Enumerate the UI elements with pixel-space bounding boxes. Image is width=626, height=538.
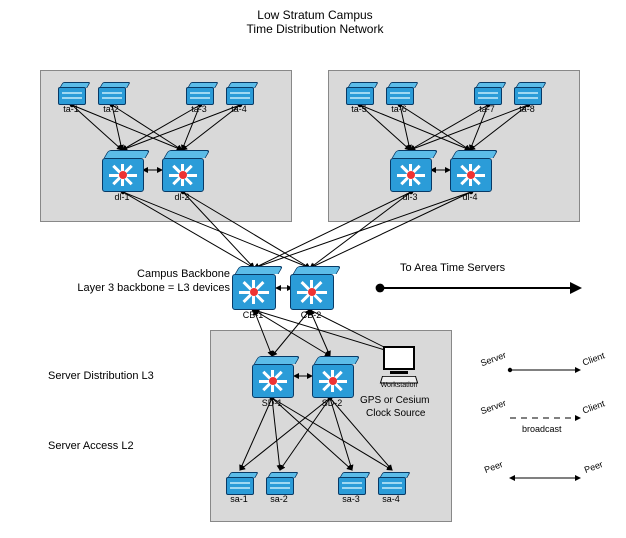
switch-sa-1 — [226, 472, 252, 492]
lbl-ta-8: ta-8 — [512, 104, 542, 114]
lbl-sa-3: sa-3 — [336, 494, 366, 504]
legend-peer-2: Peer — [583, 459, 604, 475]
lbl-ta-7: ta-7 — [472, 104, 502, 114]
lbl-ta-2: ta-2 — [96, 104, 126, 114]
switch-sa-4 — [378, 472, 404, 492]
switch-dl-1 — [102, 150, 142, 188]
switch-sa-2 — [266, 472, 292, 492]
switch-dl-2 — [162, 150, 202, 188]
lbl-dl-1: dl-1 — [102, 192, 142, 202]
lbl-sa-2: sa-2 — [264, 494, 294, 504]
lbl-cb-2: CB-2 — [290, 310, 332, 320]
switch-ta-4 — [226, 82, 252, 102]
legend-server-1: Server — [479, 350, 507, 368]
switch-ta-6 — [386, 82, 412, 102]
lbl-workstation: Workstation — [374, 382, 424, 389]
lbl-dl-4: dl-4 — [450, 192, 490, 202]
switch-ta-5 — [346, 82, 372, 102]
workstation-icon — [380, 346, 418, 380]
title-line-2: Time Distribution Network — [200, 22, 430, 36]
lbl-l3-backbone: Layer 3 backbone = L3 devices — [50, 282, 230, 294]
lbl-gps-cesium: GPS or Cesium — [360, 395, 429, 406]
switch-ta-3 — [186, 82, 212, 102]
lbl-ta-4: ta-4 — [224, 104, 254, 114]
lbl-sd-2: SD-2 — [312, 398, 352, 408]
title-line-1: Low Stratum Campus — [200, 8, 430, 22]
lbl-dl-3: dl-3 — [390, 192, 430, 202]
lbl-sd-1: SD-1 — [252, 398, 292, 408]
legend-client-2: Client — [581, 398, 606, 415]
lbl-ta-3: ta-3 — [184, 104, 214, 114]
legend-server-2: Server — [479, 398, 507, 416]
lbl-cb-1: CB-1 — [232, 310, 274, 320]
diagram-canvas: Low Stratum Campus Time Distribution Net… — [0, 0, 626, 538]
lbl-sa-4: sa-4 — [376, 494, 406, 504]
switch-sd-2 — [312, 356, 352, 394]
lbl-clock-source: Clock Source — [366, 408, 425, 419]
lbl-server-dist: Server Distribution L3 — [48, 370, 154, 382]
lbl-ta-1: ta-1 — [56, 104, 86, 114]
switch-ta-8 — [514, 82, 540, 102]
lbl-to-area-time: To Area Time Servers — [400, 262, 505, 274]
switch-sd-1 — [252, 356, 292, 394]
switch-ta-2 — [98, 82, 124, 102]
title: Low Stratum Campus Time Distribution Net… — [200, 8, 430, 36]
legend-peer-1: Peer — [483, 459, 504, 475]
lbl-server-access: Server Access L2 — [48, 440, 134, 452]
lbl-campus-backbone: Campus Backbone — [50, 268, 230, 280]
lbl-ta-5: ta-5 — [344, 104, 374, 114]
legend-broadcast: broadcast — [522, 424, 562, 434]
switch-cb-1 — [232, 266, 274, 306]
legend-client-1: Client — [581, 350, 606, 367]
lbl-ta-6: ta-6 — [384, 104, 414, 114]
switch-cb-2 — [290, 266, 332, 306]
switch-ta-7 — [474, 82, 500, 102]
lbl-dl-2: dl-2 — [162, 192, 202, 202]
switch-dl-4 — [450, 150, 490, 188]
switch-ta-1 — [58, 82, 84, 102]
switch-sa-3 — [338, 472, 364, 492]
lbl-sa-1: sa-1 — [224, 494, 254, 504]
switch-dl-3 — [390, 150, 430, 188]
